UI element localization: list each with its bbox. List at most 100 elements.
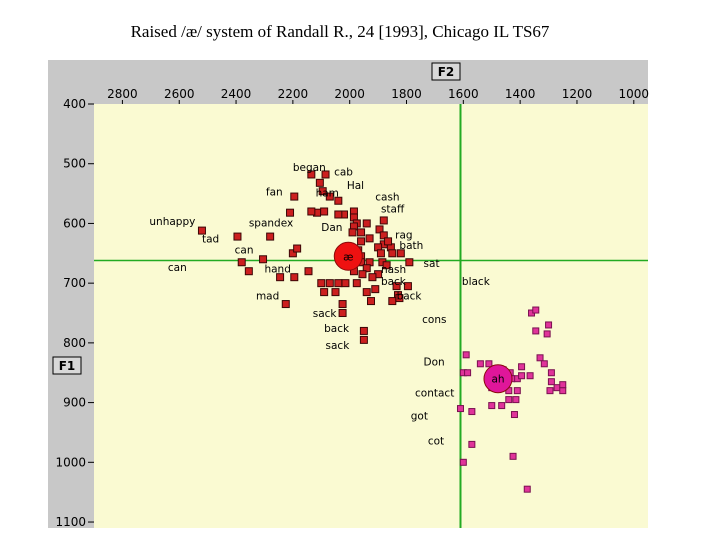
word-label: Hal <box>347 180 364 192</box>
word-label: sack <box>326 340 351 352</box>
word-label: sack <box>313 308 338 320</box>
low-a-point <box>546 387 554 395</box>
word-label: back <box>397 290 423 302</box>
low-a-point <box>536 354 544 362</box>
word-label: spandex <box>249 217 293 229</box>
low-a-point <box>559 381 567 389</box>
raised-ae-point <box>376 249 385 258</box>
raised-ae-point <box>334 279 343 288</box>
low-a-point <box>476 360 484 368</box>
raised-ae-point <box>233 232 242 241</box>
low-a-point <box>488 402 496 410</box>
raised-ae-point <box>266 232 275 241</box>
raised-ae-point <box>382 261 391 270</box>
word-label: can <box>235 244 254 256</box>
x-tick-label: 2200 <box>278 87 309 101</box>
raised-ae-point <box>379 216 388 225</box>
raised-ae-point <box>290 192 299 201</box>
x-tick-label: 2800 <box>107 87 138 101</box>
low-a-point <box>547 369 555 377</box>
low-a-point <box>532 327 540 335</box>
word-label: cab <box>334 167 353 179</box>
raised-ae-point <box>352 279 361 288</box>
y-tick-label: 500 <box>63 157 86 171</box>
raised-ae-point <box>338 300 347 309</box>
x-tick-label: 1400 <box>505 87 536 101</box>
raised-ae-point <box>325 192 334 201</box>
raised-ae-point <box>359 326 368 335</box>
raised-ae-point <box>362 288 371 297</box>
raised-ae-point <box>405 258 414 267</box>
low-a-point <box>518 372 526 380</box>
raised-ae-point <box>357 237 366 246</box>
raised-ae-point <box>244 267 253 276</box>
raised-ae-point <box>396 249 405 258</box>
y-tick-label: 1100 <box>55 515 86 529</box>
low-a-point <box>456 405 464 413</box>
low-a-point <box>512 396 520 404</box>
raised-ae-point <box>304 267 313 276</box>
raised-ae-point <box>371 285 380 294</box>
raised-ae-point <box>379 231 388 240</box>
raised-ae-point <box>321 170 330 179</box>
raised-ae-point <box>320 207 329 216</box>
raised-ae-point <box>197 226 206 235</box>
low-a-point <box>523 485 531 493</box>
raised-ae-point <box>341 279 350 288</box>
raised-ae-point <box>357 228 366 237</box>
low-a-point <box>464 369 472 377</box>
raised-ae-point <box>325 279 334 288</box>
x-tick-label: 2600 <box>164 87 195 101</box>
word-label: began <box>293 162 326 174</box>
plot-area <box>94 104 648 528</box>
word-label: unhappy <box>149 216 195 228</box>
raised-ae-point <box>276 273 285 282</box>
word-label: mad <box>256 290 279 302</box>
raised-ae-point <box>358 270 367 279</box>
raised-ae-point <box>392 282 401 291</box>
low-a-point <box>510 411 518 419</box>
word-label: staff <box>381 204 405 216</box>
y-axis-name: F1 <box>59 359 76 373</box>
word-label: back <box>381 276 407 288</box>
raised-ae-point <box>320 288 329 297</box>
low-a-point <box>540 360 548 368</box>
word-label: black <box>462 276 491 288</box>
low-a-point <box>553 384 561 392</box>
raised-ae-point <box>365 234 374 243</box>
word-label: contact <box>415 388 454 400</box>
raised-ae-point <box>403 282 412 291</box>
vowel-mean-label: æ <box>343 251 353 263</box>
low-a-point <box>543 330 551 338</box>
low-a-point <box>526 372 534 380</box>
raised-ae-point <box>375 225 384 234</box>
raised-ae-point <box>317 279 326 288</box>
x-axis-name: F2 <box>438 65 455 79</box>
x-tick-label: 2400 <box>221 87 252 101</box>
y-axis-name-box: F1 <box>52 356 82 375</box>
raised-ae-point <box>293 244 302 253</box>
low-a-point <box>509 452 517 460</box>
word-label: got <box>411 410 428 422</box>
word-label: bath <box>399 240 423 252</box>
word-label: tad <box>202 234 219 246</box>
raised-ae-point <box>395 294 404 303</box>
raised-ae-point <box>331 288 340 297</box>
raised-ae-point <box>367 297 375 306</box>
raised-ae-point <box>307 207 316 216</box>
x-tick-label: 1200 <box>562 87 593 101</box>
x-tick-label: 2000 <box>334 87 365 101</box>
y-tick-label: 900 <box>63 396 86 410</box>
raised-ae-point <box>362 219 371 228</box>
vowel-mean-circle <box>333 241 363 271</box>
low-a-point <box>547 378 555 386</box>
raised-ae-point <box>338 309 347 318</box>
y-tick-label: 800 <box>63 336 86 350</box>
raised-ae-point <box>359 335 368 344</box>
raised-ae-point <box>315 178 324 187</box>
word-label: ham <box>316 188 339 200</box>
x-tick-label: 1600 <box>448 87 479 101</box>
page-title: Raised /æ/ system of Randall R., 24 [199… <box>130 22 550 41</box>
vowel-mean-label: ah <box>491 374 504 386</box>
